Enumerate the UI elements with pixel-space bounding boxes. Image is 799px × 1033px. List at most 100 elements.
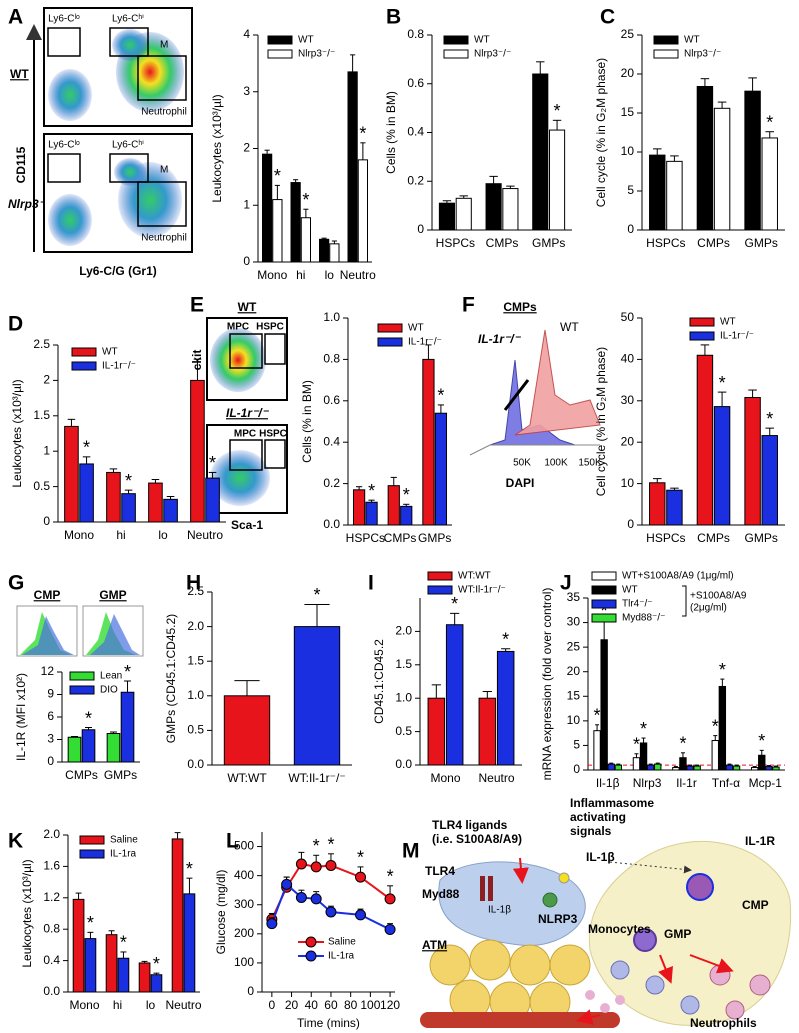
legend-label: DIO (100, 685, 118, 696)
y-tick-label: 0 (247, 984, 254, 998)
y-tick-label: 0.8 (43, 921, 60, 935)
bar (434, 412, 448, 526)
bar (696, 85, 714, 231)
y-tick-label: 5 (573, 738, 580, 752)
bar (72, 898, 85, 993)
gate-label: Neutrophil (141, 233, 187, 244)
flow-plot: Ly6-Cˡᵒ Ly6-Cʰⁱ M Neutrophil (43, 133, 193, 253)
panel-letter: H (186, 572, 201, 595)
y-tick-label: 35 (567, 590, 581, 604)
x-tick-label: lo (158, 528, 168, 542)
y-tick-label: 5 (627, 183, 634, 197)
tick-label: 50K (513, 458, 531, 469)
bar (427, 697, 446, 766)
y-axis-label: Leukocytes (x10³/µl) (10, 379, 24, 487)
bar (438, 202, 455, 231)
legend-swatch (443, 49, 469, 59)
significance-mark: * (313, 836, 320, 856)
tick-label: 100K (544, 458, 568, 469)
bar (117, 957, 130, 993)
bar (106, 733, 121, 763)
bar (319, 238, 330, 263)
y-tick-label: 100 (234, 955, 254, 969)
x-tick-label: 20 (285, 998, 299, 1012)
significance-mark: * (403, 485, 410, 505)
y-axis-label: mRNA expression (fold over control) (540, 588, 554, 781)
bar (632, 757, 641, 771)
data-point (281, 878, 293, 890)
x-tick-label: 0 (269, 998, 276, 1012)
significance-mark: * (153, 954, 160, 974)
x-tick-label: lo (325, 268, 335, 282)
y-tick-label: 3 (243, 84, 250, 98)
x-tick-label: Neutro (165, 998, 201, 1012)
y-tick-label: 0 (573, 762, 580, 776)
legend-label: Nlrp3⁻/⁻ (684, 49, 721, 60)
bar (105, 934, 118, 993)
bar (64, 425, 79, 523)
data-point (355, 909, 367, 921)
x-tick-label: CMPs (697, 531, 730, 545)
x-tick-label: GMPs (532, 236, 565, 250)
y-tick-label: 25 (621, 27, 635, 41)
significance-mark: * (87, 913, 94, 933)
legend-note: +S100A8/A9 (690, 591, 747, 602)
diagram-label: (i.e. S100A8/A9) (432, 832, 522, 846)
bar (607, 763, 615, 771)
legend-swatch (653, 35, 679, 45)
significance-mark: * (209, 453, 216, 473)
x-tick-label: lo (146, 998, 156, 1012)
flow-plot: MPC HSPC (206, 317, 288, 401)
legend-label: IL-1r⁻/⁻ (720, 331, 754, 342)
x-tick-label: 100 (360, 998, 380, 1012)
diagram-label: signals (570, 824, 612, 838)
y-tick-label: 2.5 (33, 337, 50, 351)
x-tick-label: Nlrp3 (633, 776, 662, 790)
bar (478, 697, 497, 766)
x-axis-label: DAPI (506, 476, 535, 490)
legend-swatch (79, 835, 105, 845)
diagram-label: Monocytes (588, 922, 651, 936)
series-label: WT (560, 320, 579, 334)
x-tick-label: Mono (257, 268, 287, 282)
significance-mark: * (125, 471, 132, 491)
y-tick-label: 400 (234, 868, 254, 882)
legend-label: WT (684, 35, 700, 46)
significance-mark: * (368, 481, 375, 501)
significance-mark: * (502, 630, 509, 650)
bar (138, 962, 151, 993)
bar (121, 493, 136, 523)
diagram-label: NLRP3 (538, 912, 578, 926)
y-tick-label: 0.6 (323, 393, 340, 407)
legend-marker (305, 936, 317, 948)
bar (744, 396, 761, 526)
panel-letter: G (8, 572, 24, 595)
bar (532, 73, 549, 231)
y-tick-label: 0.5 (33, 479, 50, 493)
row-label: IL-1r⁻/⁻ (226, 406, 270, 420)
significance-mark: * (85, 708, 92, 728)
legend-label: Saline (328, 937, 356, 948)
bar (223, 695, 271, 766)
x-tick-label: GMPs (418, 531, 451, 545)
bar (190, 379, 205, 523)
y-tick-label: 0.5 (395, 724, 412, 738)
legend-swatch (591, 613, 617, 623)
y-tick-label: 1 (243, 197, 250, 211)
bar (750, 767, 759, 771)
y-tick-label: 20 (621, 66, 635, 80)
panel-letter: F (462, 294, 475, 317)
x-tick-label: WT:WT (227, 771, 267, 785)
bar (347, 71, 358, 263)
y-tick-label: 0.0 (395, 757, 412, 771)
bar (761, 137, 778, 231)
y-axis-label: CD45.1:CD45.2 (372, 639, 386, 724)
legend-swatch (427, 571, 453, 581)
legend-swatch (377, 337, 403, 347)
data-point (355, 871, 367, 883)
x-tick-label: Mono (430, 771, 460, 785)
bar (672, 767, 680, 771)
bar (758, 754, 766, 771)
diagram-label: Neutrophils (690, 1016, 757, 1030)
bar (761, 435, 778, 526)
